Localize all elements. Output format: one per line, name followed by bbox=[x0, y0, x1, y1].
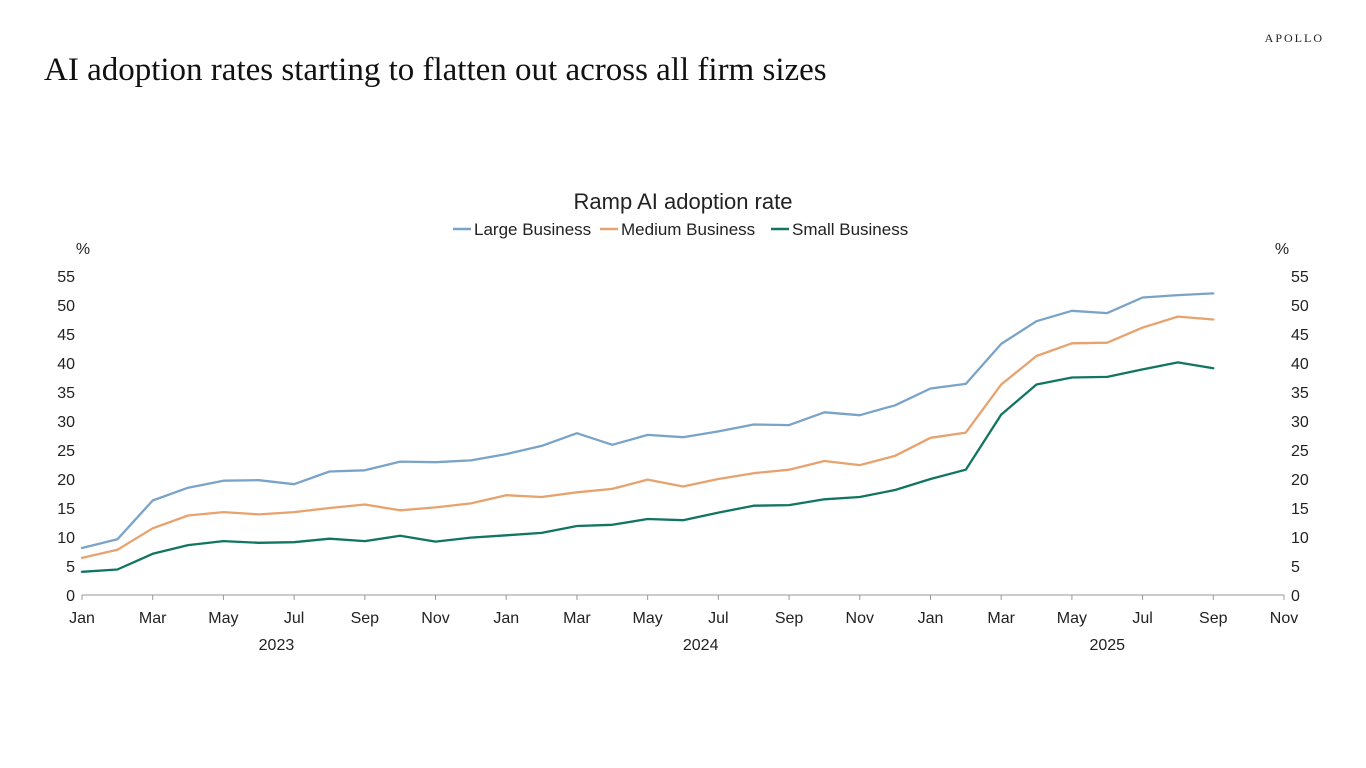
x-tick-label: Jul bbox=[1132, 610, 1152, 627]
x-tick-label: Sep bbox=[351, 610, 380, 627]
x-year-label: 2023 bbox=[259, 637, 295, 654]
x-tick-label: Sep bbox=[775, 610, 804, 627]
legend-label-large: Large Business bbox=[474, 220, 591, 239]
y-tick-label-left: 25 bbox=[57, 443, 75, 460]
y-axis-unit-left: % bbox=[76, 241, 90, 258]
x-tick-label: May bbox=[633, 610, 663, 627]
series-line-medium bbox=[80, 315, 1215, 560]
y-tick-label-left: 0 bbox=[66, 588, 75, 605]
y-tick-label-right: 30 bbox=[1291, 414, 1309, 431]
x-tick-label: May bbox=[208, 610, 238, 627]
series-line-large bbox=[80, 292, 1215, 550]
y-tick-label-left: 50 bbox=[57, 298, 75, 315]
x-axis: Jan Mar May Jul Sep Nov Jan Mar May Jul Sep Nov Jan M… bbox=[69, 595, 1298, 654]
x-tick-label: May bbox=[1057, 610, 1087, 627]
x-tick-label: Nov bbox=[1270, 610, 1298, 627]
y-axis-right: 0 5 10 15 20 25 30 35 40 45 50 55 bbox=[1291, 269, 1309, 605]
y-tick-label-right: 40 bbox=[1291, 356, 1309, 373]
y-tick-label-left: 5 bbox=[66, 559, 75, 576]
brand-logo-text: APOLLO bbox=[1264, 31, 1324, 45]
x-tick-label: Nov bbox=[846, 610, 874, 627]
chart-series bbox=[80, 292, 1215, 573]
x-tick-label: Jul bbox=[708, 610, 728, 627]
x-tick-label: Jan bbox=[918, 610, 944, 627]
x-tick-label: Nov bbox=[421, 610, 449, 627]
y-tick-label-right: 50 bbox=[1291, 298, 1309, 315]
x-year-label: 2024 bbox=[683, 637, 719, 654]
y-tick-label-right: 35 bbox=[1291, 385, 1309, 402]
y-tick-label-right: 5 bbox=[1291, 559, 1300, 576]
x-tick-label: Jan bbox=[493, 610, 519, 627]
x-tick-label: Mar bbox=[139, 610, 167, 627]
y-tick-label-left: 30 bbox=[57, 414, 75, 431]
y-tick-label-left: 20 bbox=[57, 472, 75, 489]
page-headline: AI adoption rates starting to flatten ou… bbox=[44, 52, 827, 88]
chart-title: Ramp AI adoption rate bbox=[574, 189, 793, 214]
x-tick-label: Jul bbox=[284, 610, 304, 627]
y-tick-label-right: 45 bbox=[1291, 327, 1309, 344]
y-tick-label-right: 10 bbox=[1291, 530, 1309, 547]
chart-legend: Large Business Medium Business Small Busin… bbox=[453, 220, 908, 239]
y-tick-label-left: 55 bbox=[57, 269, 75, 286]
x-tick-label: Sep bbox=[1199, 610, 1228, 627]
y-tick-label-right: 15 bbox=[1291, 501, 1309, 518]
y-tick-label-left: 40 bbox=[57, 356, 75, 373]
x-tick-label: Mar bbox=[563, 610, 591, 627]
y-tick-label-left: 15 bbox=[57, 501, 75, 518]
y-tick-label-left: 45 bbox=[57, 327, 75, 344]
series-line-small bbox=[80, 361, 1215, 573]
y-tick-label-left: 10 bbox=[57, 530, 75, 547]
y-tick-label-left: 35 bbox=[57, 385, 75, 402]
legend-label-medium: Medium Business bbox=[621, 220, 755, 239]
y-tick-label-right: 20 bbox=[1291, 472, 1309, 489]
x-tick-label: Jan bbox=[69, 610, 95, 627]
y-axis-left: 0 5 10 15 20 25 30 35 40 45 50 55 bbox=[57, 269, 75, 605]
y-tick-label-right: 0 bbox=[1291, 588, 1300, 605]
x-year-label: 2025 bbox=[1089, 637, 1125, 654]
y-axis-unit-right: % bbox=[1275, 241, 1289, 258]
legend-label-small: Small Business bbox=[792, 220, 908, 239]
y-tick-label-right: 55 bbox=[1291, 269, 1309, 286]
y-tick-label-right: 25 bbox=[1291, 443, 1309, 460]
x-tick-label: Mar bbox=[987, 610, 1015, 627]
